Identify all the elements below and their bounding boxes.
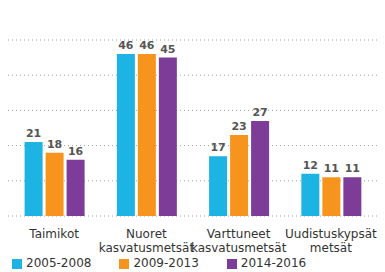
svg-text:Taimikot: Taimikot [28,227,79,241]
svg-text:16: 16 [68,145,84,158]
svg-text:11: 11 [324,162,339,175]
svg-text:Nuoretkasvatusmetsät: Nuoretkasvatusmetsät [99,227,195,255]
svg-text:Varttuneetkasvatusmetsät: Varttuneetkasvatusmetsät [191,227,287,255]
svg-text:11: 11 [345,162,360,175]
svg-text:18: 18 [47,138,62,151]
svg-text:46: 46 [118,39,134,52]
svg-text:Uudistuskypsätmetsät: Uudistuskypsätmetsät [285,227,377,255]
svg-text:27: 27 [252,106,267,119]
html-text:2009-2013: 2009-2013 [133,256,199,270]
svg-text:12: 12 [303,159,318,172]
svg-text:46: 46 [139,39,155,52]
svg-text:23: 23 [231,120,246,133]
html-text:2005-2008: 2005-2008 [26,256,92,270]
svg-text:17: 17 [210,141,225,154]
html-text:2014-2016: 2014-2016 [240,256,307,270]
svg-text:21: 21 [26,127,41,140]
svg-text:45: 45 [160,43,175,56]
